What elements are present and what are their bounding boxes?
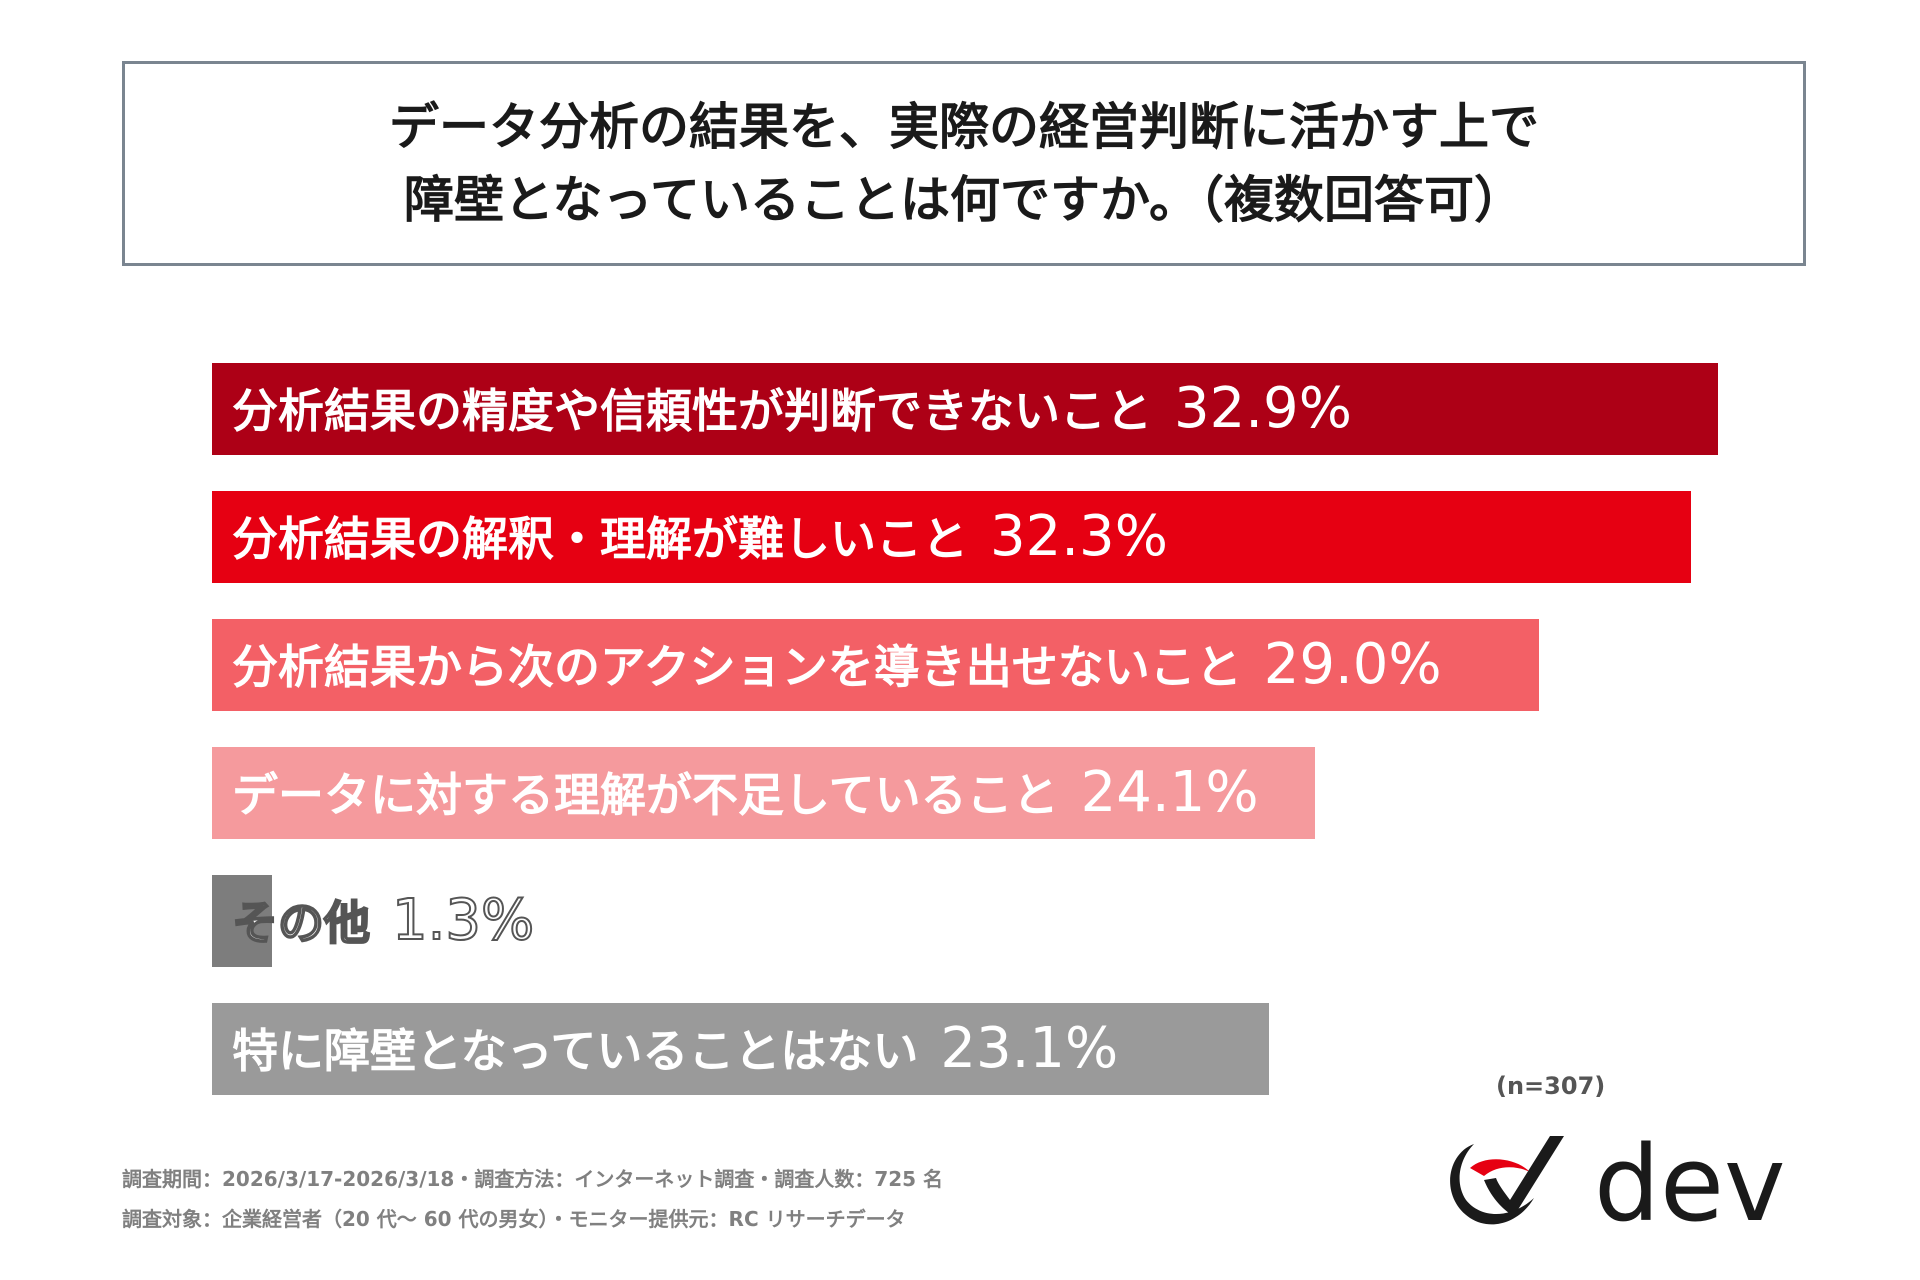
title-box: データ分析の結果を、実際の経営判断に活かす上で 障壁となっていることは何ですか。…: [122, 61, 1806, 266]
bar-label-1: 分析結果の精度や信頼性が判断できないこと 32.9%: [232, 363, 1352, 455]
sample-size-note: (n=307): [1496, 1072, 1606, 1100]
bar-label-3: 分析結果から次のアクションを導き出せないこと 29.0%: [232, 619, 1442, 711]
category-label: 分析結果から次のアクションを導き出せないこと: [232, 640, 1242, 694]
value-label: 23.1%: [940, 1016, 1119, 1081]
bar-6: [212, 1003, 1269, 1095]
category-label: その他: [231, 895, 371, 951]
survey-target-note: 調査対象：企業経営者（20 代～ 60 代の男女）・モニター提供元：RC リサー…: [122, 1207, 906, 1231]
dev-logo-icon: dev: [1450, 1123, 1786, 1245]
logo-text: dev: [1594, 1128, 1786, 1238]
chart-title-line-2: 障壁となっていることは何ですか。（複数回答可）: [404, 170, 1524, 229]
category-label: 分析結果の解釈・理解が難しいこと: [232, 512, 968, 566]
bar-5: [212, 875, 272, 967]
bar-2: [212, 491, 1691, 583]
value-label: 1.3%: [391, 887, 535, 954]
category-label: 分析結果の精度や信頼性が判断できないこと: [232, 384, 1152, 438]
value-label: 29.0%: [1263, 632, 1442, 697]
bar-3: [212, 619, 1539, 711]
bar-label-4: データに対する理解が不足していること 24.1%: [232, 747, 1259, 839]
survey-period-note: 調査期間：2026/3/17-2026/3/18・調査方法：インターネット調査・…: [122, 1167, 944, 1191]
category-label: 特に障壁となっていることはない: [232, 1024, 919, 1078]
bar-4: [212, 747, 1315, 839]
chart-title-line-1: データ分析の結果を、実際の経営判断に活かす上で: [389, 98, 1539, 156]
bar-label-5: その他 1.3%: [231, 875, 535, 967]
bar-1: [212, 363, 1718, 455]
value-label: 24.1%: [1080, 760, 1259, 825]
bar-label-6: 特に障壁となっていることはない 23.1%: [232, 1003, 1118, 1095]
value-label: 32.9%: [1174, 376, 1352, 441]
value-label: 32.3%: [990, 504, 1168, 569]
bar-label-2: 分析結果の解釈・理解が難しいこと 32.3%: [232, 491, 1168, 583]
dev-logo: dev: [1436, 1123, 1816, 1245]
category-label: データに対する理解が不足していること: [232, 768, 1059, 822]
